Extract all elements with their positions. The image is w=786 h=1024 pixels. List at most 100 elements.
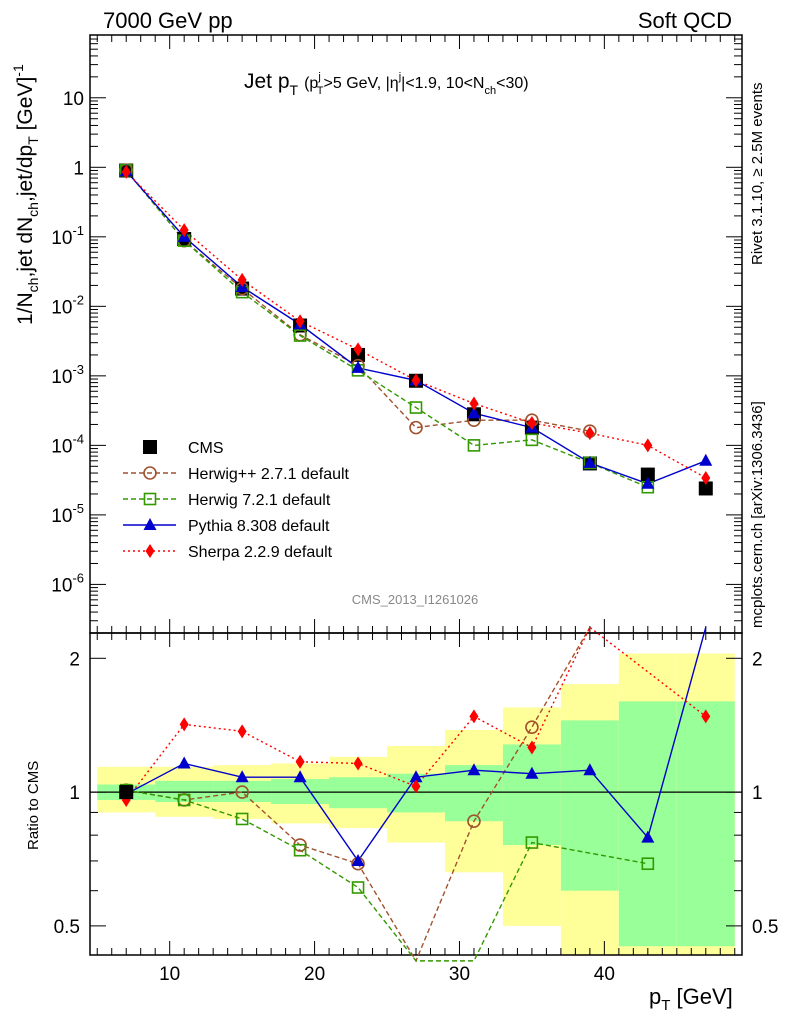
sherpa-2-2-9-default-ratio-point xyxy=(701,709,711,724)
ratio-tick-label: 0.5 xyxy=(54,917,80,938)
herwig-7-2-1-default-point xyxy=(467,439,481,452)
cms-point xyxy=(640,467,655,482)
sherpa-2-2-9-default-ratio-point xyxy=(179,717,189,732)
legend-marker xyxy=(143,518,157,530)
herwig-7-2-1-default-ratio-point xyxy=(293,843,307,857)
pythia-8-308-default-point xyxy=(699,453,713,466)
sherpa-2-2-9-default-ratio-point xyxy=(469,709,479,724)
pythia-8-308-default-ratio-point xyxy=(467,763,481,776)
sherpa-2-2-9-default-point xyxy=(585,426,595,441)
y-tick-label: 10-1 xyxy=(51,223,84,249)
pythia-8-308-default-line xyxy=(125,170,707,485)
herwig-7-2-1-default-point xyxy=(525,433,539,447)
y-axis-label: 1/Nch,jet dNch,jet/dpT [GeV]-1 xyxy=(10,64,41,325)
pythia-8-308-default-ratio-point xyxy=(293,770,307,783)
legend-label: Herwig 7.2.1 default xyxy=(188,492,331,509)
sherpa-2-2-9-default-ratio-point xyxy=(237,724,247,739)
pythia-8-308-default-ratio-point xyxy=(351,853,365,866)
green-band xyxy=(502,744,561,846)
green-band xyxy=(618,701,677,947)
y-tick-label: 10-4 xyxy=(51,431,84,457)
sherpa-2-2-9-default-point xyxy=(353,342,363,357)
rivet-label: Rivet 3.1.10, ≥ 2.5M events xyxy=(749,83,766,266)
pythia-8-308-default-ratio-point xyxy=(525,766,539,779)
herwig-7-2-1-default-ratio-point xyxy=(525,836,539,849)
herwig-7-2-1-default-point xyxy=(293,329,307,342)
herwig-2-7-1-default-ratio-point xyxy=(235,785,249,799)
x-tick-label: 30 xyxy=(449,964,470,985)
sherpa-2-2-9-default-point xyxy=(237,272,247,287)
pythia-8-308-default-ratio-point xyxy=(409,770,423,783)
green-band xyxy=(329,777,388,809)
sherpa-2-2-9-default-point xyxy=(179,223,189,238)
pythia-8-308-default-ratio-point xyxy=(177,756,191,769)
ratio-tick-label: 0.5 xyxy=(752,917,778,938)
axes-frame: 10 20 30 40 10-6 10-5 10-4 10-3 10-2 10-1 1 10 0.5 0.… xyxy=(51,34,778,985)
pythia-8-308-default-point xyxy=(351,360,365,373)
y-tick-label: 10 xyxy=(63,89,84,110)
herwig-7-2-1-default-line xyxy=(125,169,649,488)
sherpa-2-2-9-default-point xyxy=(411,373,421,388)
legend-marker xyxy=(143,492,157,506)
pythia-8-308-default-point xyxy=(583,455,597,468)
x-axis-label: pT [GeV] xyxy=(649,984,733,1014)
herwig-2-7-1-default-ratio-point xyxy=(467,814,481,829)
herwig-2-7-1-default-point xyxy=(409,420,423,435)
herwig-2-7-1-default-ratio-point xyxy=(525,720,539,734)
y-tick-label: 10-6 xyxy=(51,570,84,596)
y-tick-label: 1 xyxy=(73,158,84,179)
ratio-y-axis-label: Ratio to CMS xyxy=(25,761,42,850)
sherpa-2-2-9-default-ratio-point xyxy=(411,779,421,794)
sherpa-2-2-9-default-line xyxy=(125,171,707,479)
sherpa-2-2-9-default-point xyxy=(701,470,711,485)
ratio-uncertainty-bands xyxy=(97,653,735,955)
green-band xyxy=(213,780,272,802)
sherpa-2-2-9-default-point xyxy=(469,396,479,411)
sherpa-2-2-9-default-point xyxy=(121,164,131,179)
legend-label: Sherpa 2.2.9 default xyxy=(188,544,333,561)
y-tick-label: 10-5 xyxy=(51,501,84,527)
header-left: 7000 GeV pp xyxy=(103,8,233,33)
sherpa-2-2-9-default-ratio-point xyxy=(295,754,305,769)
y-tick-label: 10-2 xyxy=(51,292,84,318)
herwig-7-2-1-default-ratio-point xyxy=(177,793,191,807)
sherpa-2-2-9-default-point xyxy=(527,415,537,430)
herwig-7-2-1-default-ratio-point xyxy=(235,812,249,826)
legend-marker xyxy=(143,466,157,480)
legend-label: Herwig++ 2.7.1 default xyxy=(188,466,350,483)
header-right: Soft QCD xyxy=(638,8,732,33)
series-markers xyxy=(119,163,713,894)
sherpa-2-2-9-default-ratio-point xyxy=(527,740,537,755)
ratio-tick-label: 2 xyxy=(752,649,763,670)
herwig-7-2-1-default-point xyxy=(409,401,423,414)
x-tick-label: 40 xyxy=(594,964,615,985)
legend-label: Pythia 8.308 default xyxy=(188,518,330,535)
pythia-8-308-default-point xyxy=(467,406,481,419)
herwig-2-7-1-default-line xyxy=(125,169,590,432)
sherpa-2-2-9-default-point xyxy=(295,314,305,329)
legend-marker xyxy=(143,440,157,454)
pythia-8-308-default-ratio-point xyxy=(235,770,249,783)
herwig-7-2-1-default-ratio-point xyxy=(641,857,655,871)
pythia-8-308-default-ratio-point xyxy=(583,763,597,776)
ratio-tick-label: 1 xyxy=(69,783,80,804)
pythia-8-308-default-ratio-point xyxy=(641,830,655,843)
y-tick-label: 10-3 xyxy=(51,362,84,388)
x-tick-label: 20 xyxy=(304,964,325,985)
chart-title: Jet pT (pj T>5 GeV, |ηj|<1.9, 10<Nch<30) xyxy=(244,70,529,98)
x-tick-label: 10 xyxy=(159,964,180,985)
legend: CMS Herwig++ 2.7.1 default Herwig 7.2.1 de… xyxy=(123,440,350,561)
legend-label: CMS xyxy=(188,440,224,457)
ratio-tick-label: 2 xyxy=(69,649,80,670)
green-band xyxy=(560,720,619,891)
analysis-watermark: CMS_2013_I1261026 xyxy=(352,592,479,607)
ratio-tick-label: 1 xyxy=(752,783,763,804)
cms-ratio-point xyxy=(119,785,134,800)
sherpa-2-2-9-default-point xyxy=(643,438,653,453)
mcplots-label: mcplots.cern.ch [arXiv:1306.3436] xyxy=(749,401,766,628)
cms-point xyxy=(698,481,713,496)
pythia-8-308-default-point xyxy=(641,476,655,489)
legend-marker xyxy=(145,544,155,558)
sherpa-2-2-9-default-ratio-point xyxy=(353,756,363,771)
